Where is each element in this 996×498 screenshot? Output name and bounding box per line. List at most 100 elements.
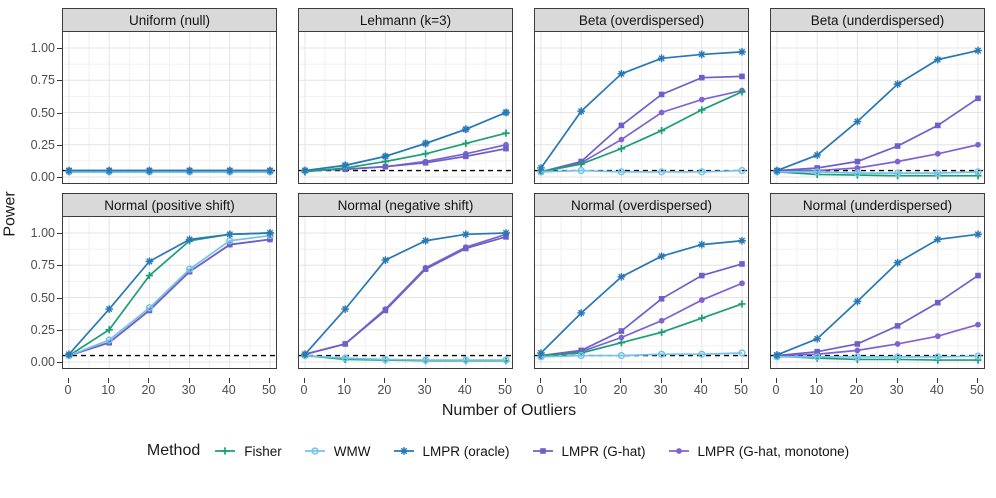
square-marker-icon xyxy=(227,241,233,248)
asterisk-marker-icon xyxy=(893,80,902,89)
facet-row: 1.00 0.75 0.50 0.25 0.00 Normal (positive sh… xyxy=(22,193,996,369)
y-tick-mark xyxy=(57,112,62,114)
circle-marker-icon xyxy=(698,96,705,103)
y-axis-ticks: 1.00 0.75 0.50 0.25 0.00 xyxy=(22,8,62,184)
x-axis-tick-areas: 0 10 20 30 40 50 0 10 20 30 40 50 0 10 20 30 40 50 0 10 20 30… xyxy=(62,378,985,400)
legend-item-label: Fisher xyxy=(244,443,282,459)
x-tick-mark xyxy=(424,378,426,383)
open-circle-marker-icon xyxy=(421,356,430,364)
asterisk-marker-icon xyxy=(185,166,194,175)
asterisk-marker-icon xyxy=(974,46,982,55)
facet-strip-title: Beta (overdispersed) xyxy=(534,8,749,32)
open-circle-marker-icon xyxy=(341,354,349,362)
legend: Method Fisher WMW LMPR (oracle) xyxy=(0,442,996,460)
asterisk-marker-icon xyxy=(381,256,390,264)
circle-marker-icon xyxy=(975,321,981,328)
series-line-monotone xyxy=(776,323,979,357)
asterisk-marker-icon xyxy=(697,50,706,59)
y-axis-title: Power xyxy=(2,191,20,237)
y-tick-label: 0.75 xyxy=(30,73,55,88)
x-tick-label: 30 xyxy=(889,383,904,397)
x-tick-mark xyxy=(344,378,346,383)
open-circle-marker-icon xyxy=(738,349,746,357)
y-axis-title-column: Power xyxy=(0,8,22,420)
series-line-ghat xyxy=(540,75,743,173)
x-tick-mark xyxy=(776,378,777,383)
plus-marker-icon xyxy=(462,139,470,148)
legend-key-circle-open-icon xyxy=(304,447,325,455)
facet-panel xyxy=(62,32,277,184)
asterisk-marker-icon xyxy=(502,229,510,237)
facet-strip-title: Beta (underdispersed) xyxy=(770,8,985,32)
facet-strip-title: Normal (negative shift) xyxy=(298,193,513,217)
open-circle-marker-icon xyxy=(617,351,626,360)
asterisk-marker-icon xyxy=(773,166,781,175)
asterisk-marker-icon xyxy=(773,351,781,359)
facet: Normal (underdispersed) xyxy=(770,193,985,369)
series-line-wmw xyxy=(304,354,506,361)
x-tick-mark xyxy=(188,378,190,383)
asterisk-marker-icon xyxy=(577,107,586,116)
y-tick-label: 0.50 xyxy=(30,105,55,120)
circle-marker-icon xyxy=(698,297,705,303)
series-line-oracle xyxy=(68,232,271,355)
x-tick-mark xyxy=(540,378,541,383)
circle-marker-icon xyxy=(658,317,665,324)
plus-marker-icon xyxy=(974,356,982,364)
x-axis-tick-area: 0 10 20 30 40 50 xyxy=(298,378,513,400)
y-tick-mark xyxy=(57,233,62,234)
asterisk-marker-icon xyxy=(657,54,666,63)
circle-marker-icon xyxy=(618,136,625,143)
asterisk-marker-icon xyxy=(933,235,942,244)
y-tick-label: 0.50 xyxy=(30,290,55,305)
asterisk-marker-icon xyxy=(893,258,902,267)
plus-marker-icon xyxy=(105,326,113,334)
facet-panel xyxy=(534,32,749,184)
square-marker-icon xyxy=(699,272,705,279)
asterisk-marker-icon xyxy=(617,272,626,281)
square-marker-icon xyxy=(267,236,273,243)
x-tick-mark xyxy=(228,378,230,383)
series-line-wmw xyxy=(68,234,271,357)
x-axis-title: Number of Outliers xyxy=(441,402,577,419)
square-marker-icon xyxy=(814,165,820,171)
x-tick-mark xyxy=(68,378,69,383)
y-tick-label: 1.00 xyxy=(30,41,55,55)
x-tick-mark xyxy=(384,378,386,383)
y-tick-mark xyxy=(57,329,62,331)
series-line-wmw xyxy=(540,352,743,358)
legend-key-circle-icon xyxy=(668,448,689,454)
circle-marker-icon xyxy=(739,280,745,287)
legend-title: Method xyxy=(146,442,201,459)
asterisk-marker-icon xyxy=(105,305,114,314)
y-tick-label: 0.25 xyxy=(30,322,55,337)
y-tick-mark xyxy=(57,177,62,178)
asterisk-marker-icon xyxy=(738,47,746,56)
square-marker-icon xyxy=(739,73,745,80)
x-tick-label: 10 xyxy=(337,383,352,397)
asterisk-marker-icon xyxy=(225,166,234,175)
facet-panel xyxy=(62,217,277,369)
y-tick-mark xyxy=(57,297,62,299)
circle-marker-icon xyxy=(854,347,861,354)
x-axis-tick-area: 0 10 20 30 40 50 xyxy=(62,378,277,400)
plus-marker-icon xyxy=(577,160,585,168)
x-tick-mark xyxy=(148,378,150,383)
open-circle-marker-icon xyxy=(853,169,862,177)
open-circle-marker-icon xyxy=(698,350,706,358)
series-line-monotone xyxy=(777,143,979,172)
circle-marker-icon xyxy=(675,448,682,454)
square-marker-icon xyxy=(975,272,981,279)
x-tick-label: 40 xyxy=(693,383,708,397)
square-marker-icon xyxy=(935,299,941,306)
x-tick-label: 30 xyxy=(653,383,668,397)
facet-row: 1.00 0.75 0.50 0.25 0.00 Uniform (null) Lehm… xyxy=(22,8,996,184)
x-tick-label: 0 xyxy=(772,383,780,397)
asterisk-marker-icon xyxy=(738,236,746,245)
asterisk-marker-icon xyxy=(145,166,154,175)
facet-strip-title: Normal (underdispersed) xyxy=(770,193,985,217)
square-marker-icon xyxy=(463,245,469,252)
square-marker-icon xyxy=(814,348,820,355)
facet-panel xyxy=(298,217,513,369)
asterisk-marker-icon xyxy=(537,349,545,357)
